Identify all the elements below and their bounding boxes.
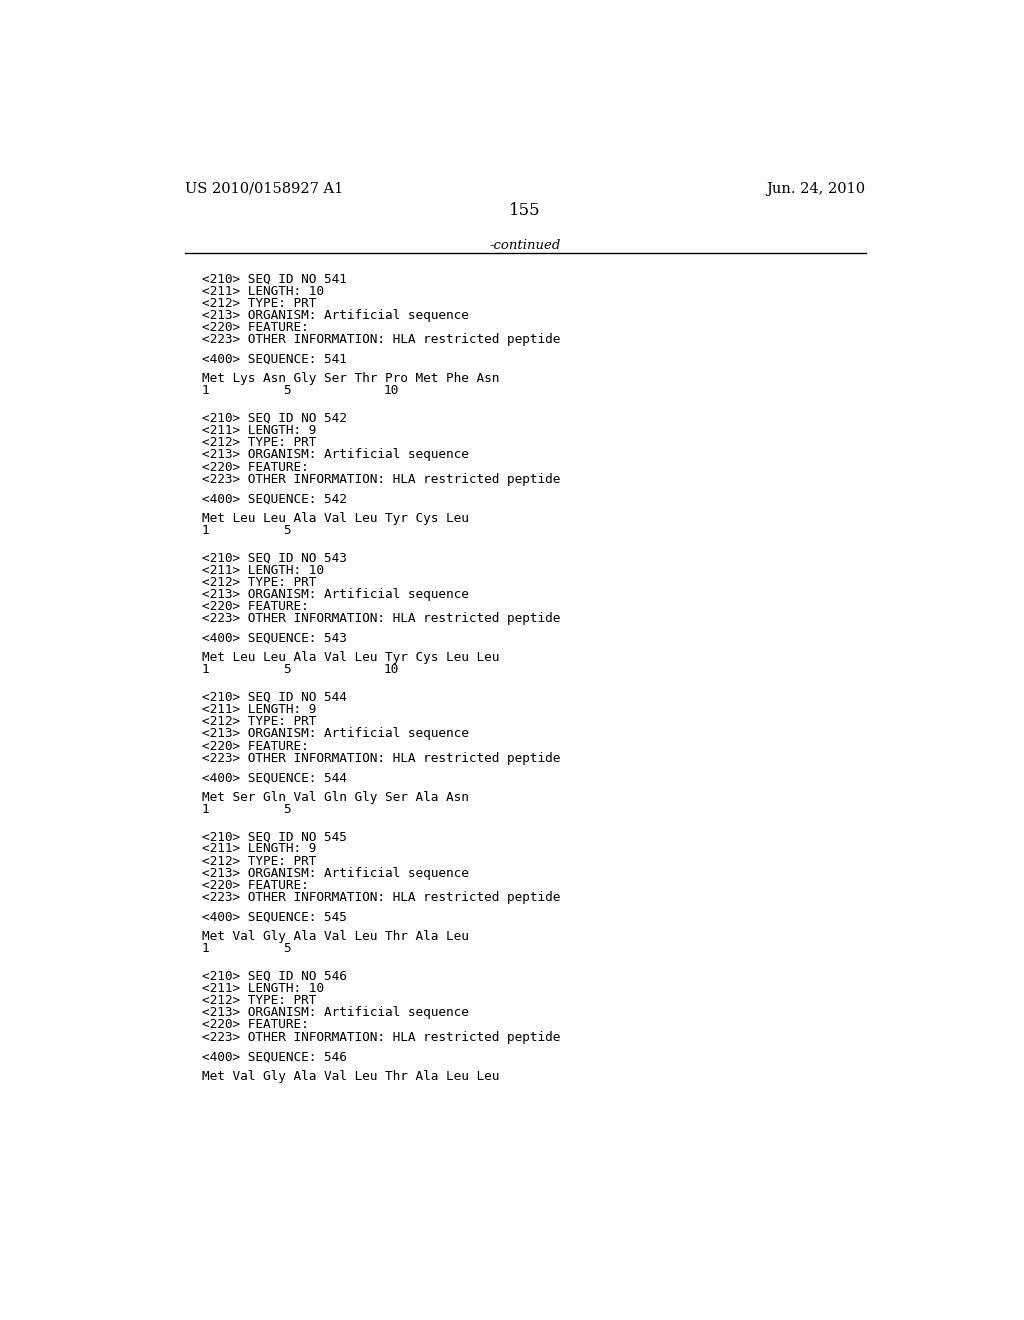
Text: <400> SEQUENCE: 544: <400> SEQUENCE: 544	[202, 771, 346, 784]
Text: Met Leu Leu Ala Val Leu Tyr Cys Leu: Met Leu Leu Ala Val Leu Tyr Cys Leu	[202, 512, 469, 524]
Text: <213> ORGANISM: Artificial sequence: <213> ORGANISM: Artificial sequence	[202, 449, 469, 462]
Text: <210> SEQ ID NO 543: <210> SEQ ID NO 543	[202, 552, 346, 565]
Text: <211> LENGTH: 10: <211> LENGTH: 10	[202, 564, 324, 577]
Text: 1: 1	[202, 384, 209, 397]
Text: <211> LENGTH: 10: <211> LENGTH: 10	[202, 285, 324, 297]
Text: <211> LENGTH: 10: <211> LENGTH: 10	[202, 982, 324, 995]
Text: US 2010/0158927 A1: US 2010/0158927 A1	[184, 182, 343, 195]
Text: <212> TYPE: PRT: <212> TYPE: PRT	[202, 576, 316, 589]
Text: <220> FEATURE:: <220> FEATURE:	[202, 601, 308, 612]
Text: 5: 5	[283, 663, 291, 676]
Text: <213> ORGANISM: Artificial sequence: <213> ORGANISM: Artificial sequence	[202, 727, 469, 741]
Text: <220> FEATURE:: <220> FEATURE:	[202, 321, 308, 334]
Text: 5: 5	[283, 942, 291, 956]
Text: <213> ORGANISM: Artificial sequence: <213> ORGANISM: Artificial sequence	[202, 1006, 469, 1019]
Text: 10: 10	[384, 384, 399, 397]
Text: Met Lys Asn Gly Ser Thr Pro Met Phe Asn: Met Lys Asn Gly Ser Thr Pro Met Phe Asn	[202, 372, 499, 385]
Text: <210> SEQ ID NO 544: <210> SEQ ID NO 544	[202, 690, 346, 704]
Text: <211> LENGTH: 9: <211> LENGTH: 9	[202, 424, 316, 437]
Text: 5: 5	[283, 384, 291, 397]
Text: <220> FEATURE:: <220> FEATURE:	[202, 461, 308, 474]
Text: Met Val Gly Ala Val Leu Thr Ala Leu: Met Val Gly Ala Val Leu Thr Ala Leu	[202, 931, 469, 942]
Text: <223> OTHER INFORMATION: HLA restricted peptide: <223> OTHER INFORMATION: HLA restricted …	[202, 891, 560, 904]
Text: <211> LENGTH: 9: <211> LENGTH: 9	[202, 842, 316, 855]
Text: <211> LENGTH: 9: <211> LENGTH: 9	[202, 704, 316, 715]
Text: -continued: -continued	[489, 239, 560, 252]
Text: <400> SEQUENCE: 543: <400> SEQUENCE: 543	[202, 632, 346, 644]
Text: 1: 1	[202, 663, 209, 676]
Text: <213> ORGANISM: Artificial sequence: <213> ORGANISM: Artificial sequence	[202, 587, 469, 601]
Text: Met Ser Gln Val Gln Gly Ser Ala Asn: Met Ser Gln Val Gln Gly Ser Ala Asn	[202, 791, 469, 804]
Text: <220> FEATURE:: <220> FEATURE:	[202, 1019, 308, 1031]
Text: 10: 10	[384, 663, 399, 676]
Text: Met Leu Leu Ala Val Leu Tyr Cys Leu Leu: Met Leu Leu Ala Val Leu Tyr Cys Leu Leu	[202, 651, 499, 664]
Text: <212> TYPE: PRT: <212> TYPE: PRT	[202, 854, 316, 867]
Text: <213> ORGANISM: Artificial sequence: <213> ORGANISM: Artificial sequence	[202, 867, 469, 880]
Text: <220> FEATURE:: <220> FEATURE:	[202, 879, 308, 892]
Text: <212> TYPE: PRT: <212> TYPE: PRT	[202, 297, 316, 310]
Text: <210> SEQ ID NO 545: <210> SEQ ID NO 545	[202, 830, 346, 843]
Text: <223> OTHER INFORMATION: HLA restricted peptide: <223> OTHER INFORMATION: HLA restricted …	[202, 751, 560, 764]
Text: <223> OTHER INFORMATION: HLA restricted peptide: <223> OTHER INFORMATION: HLA restricted …	[202, 1031, 560, 1044]
Text: 1: 1	[202, 803, 209, 816]
Text: <212> TYPE: PRT: <212> TYPE: PRT	[202, 994, 316, 1007]
Text: <213> ORGANISM: Artificial sequence: <213> ORGANISM: Artificial sequence	[202, 309, 469, 322]
Text: 5: 5	[283, 524, 291, 537]
Text: <210> SEQ ID NO 546: <210> SEQ ID NO 546	[202, 970, 346, 983]
Text: 155: 155	[509, 202, 541, 219]
Text: <223> OTHER INFORMATION: HLA restricted peptide: <223> OTHER INFORMATION: HLA restricted …	[202, 333, 560, 346]
Text: Jun. 24, 2010: Jun. 24, 2010	[767, 182, 866, 195]
Text: <212> TYPE: PRT: <212> TYPE: PRT	[202, 436, 316, 449]
Text: <210> SEQ ID NO 542: <210> SEQ ID NO 542	[202, 412, 346, 425]
Text: <400> SEQUENCE: 545: <400> SEQUENCE: 545	[202, 911, 346, 924]
Text: 1: 1	[202, 524, 209, 537]
Text: <400> SEQUENCE: 546: <400> SEQUENCE: 546	[202, 1051, 346, 1063]
Text: <210> SEQ ID NO 541: <210> SEQ ID NO 541	[202, 272, 346, 285]
Text: <220> FEATURE:: <220> FEATURE:	[202, 739, 308, 752]
Text: <400> SEQUENCE: 542: <400> SEQUENCE: 542	[202, 492, 346, 506]
Text: 1: 1	[202, 942, 209, 956]
Text: <223> OTHER INFORMATION: HLA restricted peptide: <223> OTHER INFORMATION: HLA restricted …	[202, 473, 560, 486]
Text: <400> SEQUENCE: 541: <400> SEQUENCE: 541	[202, 352, 346, 366]
Text: 5: 5	[283, 803, 291, 816]
Text: <212> TYPE: PRT: <212> TYPE: PRT	[202, 715, 316, 729]
Text: <223> OTHER INFORMATION: HLA restricted peptide: <223> OTHER INFORMATION: HLA restricted …	[202, 612, 560, 626]
Text: Met Val Gly Ala Val Leu Thr Ala Leu Leu: Met Val Gly Ala Val Leu Thr Ala Leu Leu	[202, 1069, 499, 1082]
